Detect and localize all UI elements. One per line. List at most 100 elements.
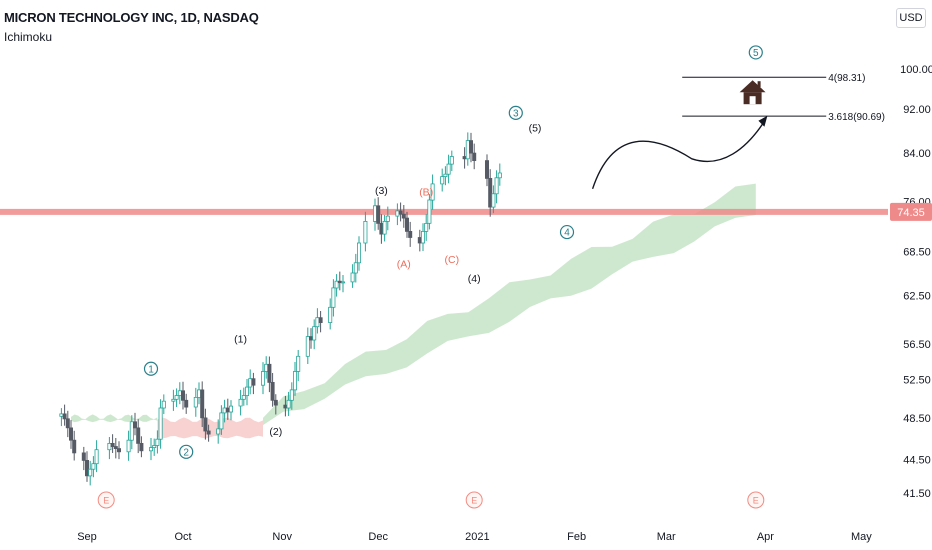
- wave-circle: [143, 361, 159, 376]
- candle-body: [315, 317, 320, 328]
- candle-body: [174, 395, 179, 400]
- candle-88: [465, 132, 470, 166]
- candle-71: [382, 214, 387, 242]
- candle-body: [408, 230, 413, 238]
- candle-13: [117, 441, 122, 460]
- candle-body: [472, 152, 477, 162]
- wave-text: (C): [445, 254, 460, 266]
- wave-text: (B): [419, 186, 433, 198]
- wave-text: (A): [397, 259, 411, 271]
- candle-body: [107, 442, 112, 451]
- candle-2: [65, 410, 70, 438]
- candle-51: [289, 382, 294, 410]
- candle-body: [273, 399, 278, 406]
- candle-60: [331, 279, 336, 317]
- candle-body: [372, 205, 377, 222]
- candle-54: [305, 327, 310, 364]
- candle-body: [446, 163, 451, 175]
- candle-86: [449, 150, 454, 171]
- candle-56: [312, 319, 317, 350]
- wave-label-5: (1): [234, 333, 247, 345]
- currency-badge[interactable]: USD: [896, 8, 926, 28]
- y-tick-label: 92.00: [903, 104, 931, 116]
- x-tick-label: Oct: [174, 531, 191, 543]
- earnings-circle: [97, 491, 115, 509]
- candle-body: [308, 336, 313, 341]
- candle-body: [449, 156, 454, 165]
- candle-body: [110, 442, 115, 447]
- candle-body: [494, 177, 499, 195]
- y-tick-label: 84.00: [903, 148, 931, 160]
- price-tag-bg: [890, 202, 932, 221]
- candle-91: [484, 154, 489, 187]
- candle-body: [158, 407, 163, 440]
- candle-body: [91, 463, 96, 470]
- candle-90: [472, 143, 477, 170]
- candle-body: [417, 237, 422, 244]
- candle-6: [85, 451, 90, 482]
- candle-body: [379, 222, 384, 235]
- candle-body: [497, 172, 502, 179]
- candle-41: [244, 379, 249, 406]
- x-tick-label: 2021: [465, 531, 489, 543]
- projection-arrow: [591, 115, 768, 190]
- wave-text: (5): [529, 122, 542, 134]
- wave-label-8: (4): [468, 273, 481, 285]
- wave-label-0: 1: [143, 361, 159, 376]
- candle-27: [180, 381, 185, 410]
- wave-circle: [179, 444, 194, 459]
- price-axis: 100.0092.0084.0076.0068.5062.5056.5052.5…: [900, 64, 932, 500]
- candle-12: [113, 438, 118, 459]
- candle-body: [356, 242, 361, 264]
- candle-body: [244, 386, 249, 397]
- candle-body: [193, 396, 198, 408]
- candle-38: [228, 400, 233, 421]
- indicator-label: Ichimoku: [4, 30, 53, 44]
- candle-83: [440, 168, 445, 192]
- candle-80: [424, 214, 429, 241]
- earnings-text: E: [471, 496, 477, 506]
- candle-75: [401, 205, 406, 228]
- candle-7: [88, 460, 93, 486]
- candle-body: [225, 407, 230, 413]
- candle-body: [488, 177, 493, 208]
- candle-19: [148, 438, 153, 461]
- candle-body: [152, 445, 157, 448]
- price-tag-label: 74.35: [897, 207, 925, 219]
- candle-23: [161, 394, 166, 414]
- cloud-span-2: [263, 183, 756, 426]
- candle-22: [158, 399, 163, 449]
- wave-text: 1: [148, 364, 154, 375]
- candle-40: [241, 387, 246, 406]
- candle-body: [216, 428, 221, 435]
- candle-body: [171, 398, 176, 402]
- house-chimney: [757, 81, 761, 88]
- candle-45: [264, 356, 269, 379]
- candle-28: [184, 393, 189, 414]
- candle-body: [440, 176, 445, 185]
- candle-17: [136, 419, 141, 454]
- candle-body: [117, 448, 122, 453]
- candle-body: [132, 421, 137, 429]
- candle-body: [88, 468, 93, 477]
- candle-body: [289, 389, 294, 401]
- candle-93: [491, 185, 496, 214]
- candle-70: [379, 214, 384, 244]
- candle-77: [408, 221, 413, 247]
- candle-47: [270, 373, 275, 407]
- candle-body: [184, 399, 189, 408]
- candle-59: [328, 298, 333, 330]
- wave-text: 5: [753, 48, 759, 59]
- x-tick-label: Sep: [77, 531, 97, 543]
- candle-24: [171, 389, 176, 411]
- candle-body: [376, 205, 381, 224]
- candle-body: [420, 230, 425, 244]
- candle-89: [468, 132, 473, 163]
- candle-body: [340, 281, 345, 284]
- candle-92: [488, 169, 493, 217]
- candle-39: [238, 389, 243, 416]
- wave-text: (3): [375, 185, 388, 197]
- candle-69: [376, 197, 381, 230]
- candle-94: [494, 170, 499, 204]
